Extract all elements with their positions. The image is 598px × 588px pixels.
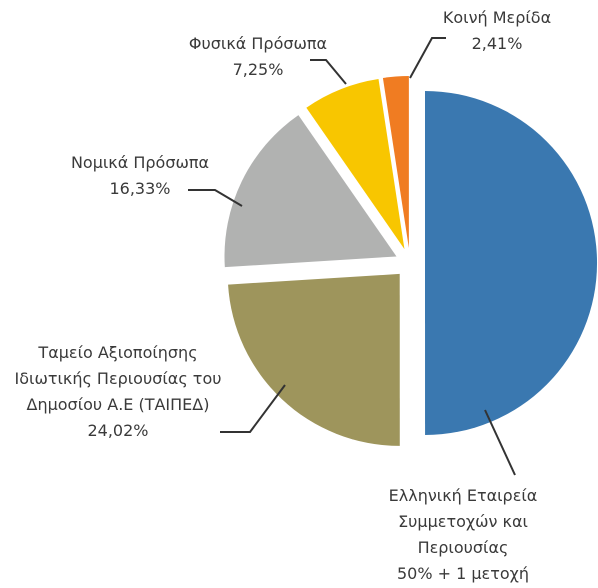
pie-slice [382, 76, 409, 249]
leader-line [409, 37, 446, 79]
slice-label: Φυσικά Πρόσωπα 7,25% [168, 31, 348, 83]
slice-label: Ταμείο Αξιοποίησης Ιδιωτικής Περιουσίας … [3, 340, 233, 444]
leader-line [484, 409, 516, 476]
pie-slice [224, 115, 397, 268]
value-label: 50% + 1 μετοχή [396, 564, 530, 583]
value-label: 16,33% [109, 179, 171, 198]
leader-line [188, 189, 243, 207]
category-label: Φυσικά Πρόσωπα [188, 34, 328, 53]
leader-line [220, 384, 286, 433]
value-label: 2,41% [471, 34, 523, 53]
pie-slice [306, 79, 405, 250]
category-label: Ελληνική Εταιρεία Συμμετοχών και Περιουσ… [388, 486, 538, 557]
leader-line [310, 59, 347, 85]
slice-label: Νομικά Πρόσωπα 16,33% [50, 150, 230, 202]
category-label: Νομικά Πρόσωπα [70, 153, 210, 172]
value-label: 7,25% [232, 60, 284, 79]
pie-slice [425, 90, 598, 435]
category-label: Ταμείο Αξιοποίησης Ιδιωτικής Περιουσίας … [14, 343, 222, 414]
slice-label: Ελληνική Εταιρεία Συμμετοχών και Περιουσ… [368, 483, 558, 587]
pie-slice [228, 273, 400, 446]
value-label: 24,02% [87, 421, 149, 440]
slice-label: Κοινή Μερίδα 2,41% [417, 5, 577, 57]
category-label: Κοινή Μερίδα [442, 8, 552, 27]
